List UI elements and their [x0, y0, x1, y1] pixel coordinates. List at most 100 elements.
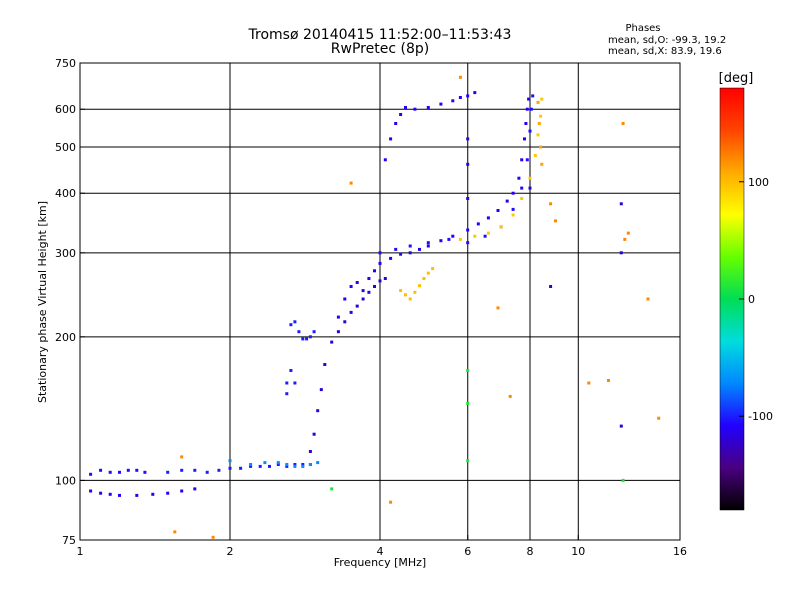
data-point: [367, 290, 371, 294]
data-point: [293, 381, 297, 385]
data-point: [336, 330, 340, 334]
data-point: [483, 234, 487, 238]
data-point: [486, 216, 490, 220]
data-point: [193, 468, 197, 472]
data-point: [621, 122, 625, 125]
data-point: [451, 234, 455, 238]
data-point: [99, 468, 103, 472]
data-point: [511, 207, 515, 211]
x-tick-label: 10: [571, 545, 585, 558]
data-point: [301, 463, 305, 466]
data-point: [308, 335, 312, 339]
data-point: [180, 468, 184, 472]
data-point: [228, 466, 232, 470]
data-point: [621, 478, 625, 482]
data-point: [228, 459, 232, 463]
data-point: [426, 106, 430, 109]
data-point: [657, 416, 661, 420]
y-tick-label: 500: [55, 141, 76, 154]
data-point: [180, 455, 184, 459]
data-point: [285, 381, 289, 385]
data-point: [293, 463, 297, 466]
data-point: [607, 379, 610, 382]
data-point: [394, 122, 398, 125]
x-tick-label: 6: [464, 545, 471, 558]
data-point: [439, 239, 443, 243]
data-point: [297, 330, 301, 334]
data-point: [540, 162, 544, 166]
data-point: [540, 97, 544, 101]
data-point: [343, 320, 347, 324]
y-tick-label: 400: [55, 187, 76, 200]
data-point: [383, 277, 387, 280]
phases-box: Phases mean, sd,O: -99.3, 19.2 mean, sd,…: [608, 23, 726, 57]
data-point: [349, 181, 353, 185]
data-point: [458, 75, 462, 79]
data-point: [525, 158, 529, 162]
data-point: [554, 219, 557, 223]
data-point: [249, 463, 253, 466]
data-point: [451, 99, 455, 103]
data-point: [533, 154, 537, 157]
data-point: [539, 114, 543, 118]
data-point: [466, 369, 470, 372]
y-tick-label: 75: [62, 534, 76, 547]
phases-line-o: mean, sd,O: -99.3, 19.2: [608, 35, 726, 46]
data-point: [473, 234, 477, 238]
data-point: [118, 493, 121, 497]
data-point: [399, 289, 403, 293]
x-tick-label: 16: [673, 545, 687, 558]
data-point: [336, 315, 340, 319]
data-point: [151, 492, 155, 496]
data-point: [527, 97, 531, 101]
data-point: [126, 468, 130, 472]
y-tick-label: 750: [55, 57, 76, 70]
data-point: [499, 225, 503, 229]
y-tick-label: 100: [55, 474, 76, 487]
data-point: [308, 463, 312, 466]
data-point: [418, 247, 421, 251]
data-point: [389, 256, 393, 260]
data-point: [312, 432, 316, 436]
data-point: [476, 222, 480, 226]
data-point: [316, 461, 320, 465]
data-point: [422, 277, 426, 280]
data-point: [378, 279, 382, 283]
data-point: [539, 145, 543, 149]
data-point: [418, 284, 421, 288]
data-point: [466, 162, 470, 166]
data-point: [528, 176, 532, 180]
data-point: [373, 269, 376, 273]
colorbar-tick-label: 0: [748, 293, 755, 306]
y-tick-label: 300: [55, 247, 76, 260]
y-axis-label: Stationary phase Virtual Height [km]: [36, 201, 49, 403]
data-point: [99, 491, 103, 495]
data-point: [525, 107, 529, 111]
data-point: [135, 493, 139, 497]
data-point: [517, 176, 521, 180]
data-point: [217, 468, 221, 472]
data-point: [549, 202, 553, 206]
phases-heading: Phases: [625, 23, 660, 34]
data-point: [367, 277, 371, 280]
data-point: [316, 409, 320, 413]
data-point: [205, 470, 209, 474]
colorbar-unit: [deg]: [719, 71, 754, 86]
phases-line-x: mean, sd,X: 83.9, 19.6: [608, 46, 722, 57]
data-point: [529, 107, 533, 111]
data-point: [355, 304, 359, 308]
data-point: [404, 106, 407, 109]
data-point: [466, 241, 470, 245]
data-point: [408, 251, 412, 255]
data-point: [626, 231, 630, 235]
data-point: [239, 466, 243, 470]
data-point: [378, 261, 382, 265]
data-point: [108, 492, 112, 496]
data-point: [319, 388, 323, 392]
data-point: [173, 530, 177, 534]
data-point: [447, 237, 451, 241]
x-axis-label: Frequency [MHz]: [334, 556, 426, 569]
chart-title: Tromsø 20140415 11:52:00–11:53:43: [248, 27, 512, 43]
data-point: [528, 129, 532, 133]
data-point: [330, 487, 334, 491]
